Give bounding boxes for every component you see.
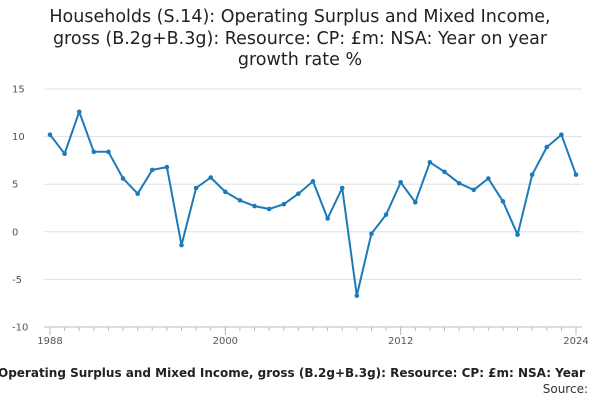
data-point[interactable] [339, 185, 345, 191]
data-point[interactable] [515, 232, 520, 237]
data-point[interactable] [106, 149, 111, 155]
data-point[interactable] [120, 176, 126, 181]
data-point[interactable] [135, 191, 140, 197]
y-tick-label: 5 [12, 180, 18, 191]
data-point[interactable] [179, 242, 184, 248]
data-point[interactable] [573, 172, 579, 177]
data-point[interactable] [76, 109, 82, 115]
y-tick-label: -5 [12, 275, 22, 286]
data-point[interactable] [208, 175, 214, 180]
data-point[interactable] [529, 172, 535, 177]
y-tick-label: -10 [12, 323, 28, 334]
data-point[interactable] [412, 199, 418, 205]
series-growth-rate [47, 109, 579, 298]
y-tick-label: 0 [12, 227, 18, 238]
data-point[interactable] [237, 198, 243, 203]
data-point[interactable] [544, 144, 550, 150]
series-line [49, 110, 577, 297]
data-point[interactable] [383, 212, 389, 217]
y-tick-label: 15 [12, 85, 25, 96]
source-label: Source: [542, 382, 588, 396]
data-point[interactable] [62, 151, 67, 157]
data-point[interactable] [47, 132, 53, 137]
x-tick-label: 2024 [563, 336, 588, 347]
data-point[interactable] [325, 216, 330, 221]
data-point[interactable] [252, 203, 257, 209]
data-point[interactable] [193, 185, 199, 191]
data-point[interactable] [486, 176, 491, 181]
data-point[interactable] [149, 167, 155, 173]
x-tick-label: 2000 [213, 336, 238, 347]
data-point[interactable] [471, 187, 477, 193]
data-point[interactable] [559, 132, 564, 137]
x-axis-label: Operating Surplus and Mixed Income, gros… [0, 366, 585, 380]
gridlines [44, 88, 582, 328]
y-axis: 15 10 5 0 -5 -10 [12, 85, 28, 334]
data-point[interactable] [442, 169, 447, 175]
data-point[interactable] [500, 199, 506, 204]
chart-title: Households (S.14): Operating Surplus and… [49, 7, 551, 70]
x-tick-label: 2012 [388, 336, 413, 347]
data-point[interactable] [91, 149, 97, 155]
data-point[interactable] [164, 164, 170, 170]
data-point[interactable] [310, 179, 316, 184]
x-tick-label: 1988 [37, 336, 62, 347]
data-point[interactable] [354, 293, 360, 298]
data-point[interactable] [456, 180, 462, 186]
y-tick-label: 10 [12, 132, 25, 143]
data-point[interactable] [427, 160, 433, 165]
data-point[interactable] [296, 191, 301, 197]
data-point[interactable] [223, 189, 228, 195]
x-axis: 1988 2000 2012 2024 [37, 326, 589, 347]
data-point[interactable] [369, 231, 374, 237]
data-point[interactable] [281, 201, 287, 207]
data-point[interactable] [398, 179, 403, 185]
data-point[interactable] [266, 206, 272, 212]
